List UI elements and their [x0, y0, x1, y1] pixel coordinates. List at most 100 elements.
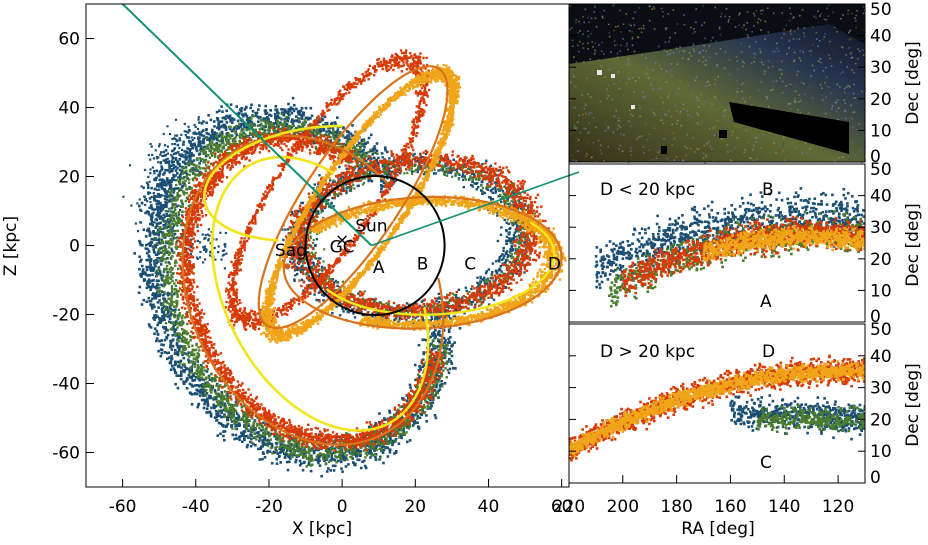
star-point: [203, 247, 206, 250]
star-point: [167, 221, 171, 225]
star-point: [298, 132, 302, 136]
star-point: [439, 297, 442, 300]
star-point: [375, 448, 378, 452]
star-point: [283, 118, 286, 121]
star-point: [358, 148, 362, 152]
star-point: [166, 195, 169, 199]
star-point: [170, 357, 174, 360]
star-point: [164, 261, 167, 264]
star-point: [344, 183, 347, 186]
star-point: [448, 357, 451, 361]
star-point: [187, 361, 191, 364]
star-point: [263, 456, 267, 459]
star-point: [429, 401, 433, 405]
star-point: [481, 162, 484, 166]
star-point: [490, 189, 493, 192]
star-point: [218, 394, 222, 398]
star-point: [330, 121, 334, 125]
star-point: [238, 438, 241, 442]
star-point: [210, 137, 214, 140]
star-point: [360, 310, 363, 314]
star-point: [513, 239, 516, 242]
star-point: [362, 138, 366, 141]
star-point: [217, 150, 220, 153]
star-point: [176, 224, 179, 227]
star-point: [281, 228, 284, 231]
star-point: [192, 373, 195, 376]
star-point: [147, 248, 150, 251]
star-point: [130, 204, 133, 207]
star-point: [368, 445, 371, 448]
star-point: [235, 437, 239, 440]
star-point: [212, 137, 216, 141]
star-point: [188, 178, 191, 181]
star-point: [320, 265, 324, 269]
star-point: [167, 200, 170, 203]
star-point: [151, 285, 154, 288]
star-point: [210, 140, 214, 143]
star-point: [383, 167, 387, 170]
star-point: [230, 424, 234, 428]
star-point: [224, 243, 227, 246]
star-point: [173, 187, 177, 190]
star-point: [246, 116, 250, 120]
star-point: [319, 257, 322, 260]
star-point: [224, 245, 227, 248]
star-point: [496, 214, 499, 217]
star-point: [160, 178, 163, 181]
star-point: [514, 259, 518, 263]
star-point: [307, 118, 310, 121]
star-point: [319, 453, 323, 457]
star-point: [173, 219, 176, 222]
star-point: [209, 412, 213, 416]
star-point: [215, 135, 218, 138]
star-point: [158, 172, 162, 176]
star-point: [138, 241, 142, 245]
star-point: [222, 434, 225, 438]
star-point: [323, 459, 326, 462]
star-point: [315, 237, 319, 241]
star-point: [249, 444, 253, 448]
star-point: [245, 128, 248, 132]
star-point: [368, 451, 371, 455]
star-point: [169, 362, 173, 365]
star-point: [507, 222, 510, 226]
star-point: [188, 382, 192, 386]
star-point: [445, 343, 449, 347]
star-point: [454, 294, 458, 297]
star-point: [156, 208, 160, 212]
star-point: [351, 134, 354, 137]
star-point: [312, 449, 316, 453]
star-point: [307, 448, 310, 451]
star-point: [328, 129, 331, 133]
star-point: [247, 424, 250, 427]
star-point: [162, 206, 166, 209]
star-point: [150, 205, 153, 208]
star-point: [232, 137, 235, 141]
star-point: [290, 251, 293, 255]
star-point: [232, 415, 235, 418]
star-point: [174, 118, 178, 121]
star-point: [523, 205, 526, 208]
star-point: [244, 135, 248, 138]
star-point: [500, 226, 503, 229]
star-point: [148, 232, 152, 235]
star-point: [259, 428, 263, 432]
star-point: [183, 368, 187, 372]
star-point: [224, 397, 228, 400]
star-point: [175, 305, 178, 308]
star-point: [257, 120, 260, 123]
star-point: [153, 305, 156, 309]
star-point: [166, 152, 169, 155]
star-point: [437, 331, 440, 334]
star-point: [508, 282, 512, 285]
star-point: [204, 258, 207, 261]
star-point: [386, 446, 390, 450]
star-point: [291, 107, 295, 111]
star-point: [145, 243, 148, 247]
star-point: [438, 339, 441, 342]
star-point: [153, 243, 157, 247]
star-point: [169, 188, 173, 192]
star-point: [278, 451, 282, 454]
star-point: [149, 242, 153, 245]
